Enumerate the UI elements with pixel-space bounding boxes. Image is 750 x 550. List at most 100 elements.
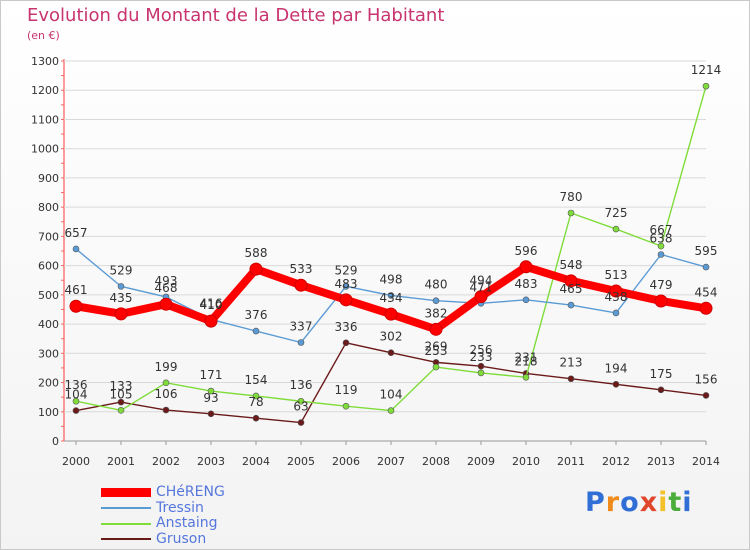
y-tick-label: 400 xyxy=(38,318,59,331)
legend-item: Gruson xyxy=(101,531,225,548)
logo-letter: t xyxy=(668,487,683,518)
data-label: 78 xyxy=(248,395,263,409)
data-point xyxy=(432,297,440,304)
data-label: 438 xyxy=(605,290,628,304)
data-label: 548 xyxy=(560,258,583,272)
data-point xyxy=(429,322,443,336)
chart-subtitle: (en €) xyxy=(27,29,60,42)
logo-letter: x xyxy=(639,487,659,518)
data-point xyxy=(159,297,173,311)
data-point xyxy=(207,387,215,395)
data-point xyxy=(252,327,260,335)
legend-item: Anstaing xyxy=(101,516,225,532)
data-label: 498 xyxy=(380,272,403,286)
data-label: 256 xyxy=(470,343,493,357)
y-tick-label: 1200 xyxy=(31,84,59,97)
data-point xyxy=(204,314,218,328)
y-tick-label: 700 xyxy=(38,230,59,243)
data-label: 105 xyxy=(110,387,133,401)
y-tick-label: 1000 xyxy=(31,143,59,156)
y-tick-label: 300 xyxy=(38,347,59,360)
legend-swatch xyxy=(101,538,151,541)
data-point xyxy=(477,369,485,377)
data-label: 93 xyxy=(203,391,218,405)
legend: CHéRENG Tressin Anstaing Gruson xyxy=(101,485,225,547)
data-point xyxy=(567,209,575,217)
logo-letter: r xyxy=(605,487,621,518)
x-tick-label: 2010 xyxy=(512,455,540,468)
data-point xyxy=(72,397,80,405)
data-point xyxy=(657,251,665,258)
data-label: 533 xyxy=(290,262,313,276)
chart-title: Evolution du Montant de la Dette par Hab… xyxy=(27,5,445,26)
data-label: 1214 xyxy=(691,63,722,77)
data-point xyxy=(702,263,710,271)
data-label: 465 xyxy=(560,282,583,296)
data-label: 336 xyxy=(335,320,358,334)
x-tick-label: 2005 xyxy=(287,455,315,468)
data-label: 119 xyxy=(335,383,358,397)
data-point xyxy=(387,349,395,357)
data-point xyxy=(297,339,305,346)
data-label: 194 xyxy=(605,361,628,375)
legend-label: CHéRENG xyxy=(156,484,225,501)
data-labels: 461 435 468 410 588 533 483 434 382 494 596 548 513 4… xyxy=(65,63,722,413)
data-point xyxy=(252,414,260,422)
data-label: 638 xyxy=(650,232,673,246)
data-label: 269 xyxy=(425,339,448,353)
data-point xyxy=(297,397,305,405)
legend-swatch xyxy=(101,507,151,510)
x-tick-label: 2003 xyxy=(197,455,225,468)
data-point xyxy=(657,386,665,394)
legend-item: Tressin xyxy=(101,499,225,517)
x-tick-label: 2006 xyxy=(332,455,360,468)
data-point xyxy=(342,339,350,347)
data-label: 595 xyxy=(695,244,718,258)
data-label: 596 xyxy=(515,244,538,258)
data-label: 253 xyxy=(425,344,448,358)
data-point xyxy=(387,292,395,299)
y-tick-label: 600 xyxy=(38,260,59,273)
data-label: 479 xyxy=(650,278,673,292)
x-tick-label: 2002 xyxy=(152,455,180,468)
data-label: 480 xyxy=(425,278,448,292)
data-label: 513 xyxy=(605,268,628,282)
data-point xyxy=(522,296,530,304)
data-label: 233 xyxy=(470,350,493,364)
data-point xyxy=(162,379,170,387)
data-label: 657 xyxy=(65,226,88,240)
data-point xyxy=(612,225,620,233)
proxiti-logo: Proxiti xyxy=(585,487,693,518)
legend-swatch xyxy=(101,522,151,525)
data-point xyxy=(519,260,533,274)
data-label: 136 xyxy=(290,378,313,392)
y-tick-label: 900 xyxy=(38,172,59,185)
series-lines xyxy=(69,82,713,426)
data-point xyxy=(654,294,668,308)
data-point xyxy=(522,373,530,381)
data-label: 382 xyxy=(425,306,448,320)
data-label: 588 xyxy=(245,246,268,260)
data-point xyxy=(432,363,440,371)
data-point xyxy=(117,398,125,406)
data-label: 416 xyxy=(200,296,223,310)
data-point xyxy=(702,392,710,399)
axes: 0 100 200 300 400 500 600 700 800 900 1000 1100 1200… xyxy=(31,55,720,468)
data-label: 104 xyxy=(380,388,403,402)
x-tick-label: 2011 xyxy=(557,455,585,468)
data-label: 410 xyxy=(200,298,223,312)
logo-letter: P xyxy=(585,487,606,518)
data-point xyxy=(207,410,215,418)
legend-label: Tressin xyxy=(156,499,204,516)
data-label: 154 xyxy=(245,373,268,387)
data-point xyxy=(702,82,710,90)
data-point xyxy=(249,262,263,276)
y-tick-label: 100 xyxy=(38,406,59,419)
data-label: 156 xyxy=(695,372,718,386)
data-label: 667 xyxy=(650,223,673,237)
x-tick-label: 2009 xyxy=(467,455,495,468)
y-tick-label: 200 xyxy=(38,377,59,390)
data-label: 171 xyxy=(200,368,223,382)
